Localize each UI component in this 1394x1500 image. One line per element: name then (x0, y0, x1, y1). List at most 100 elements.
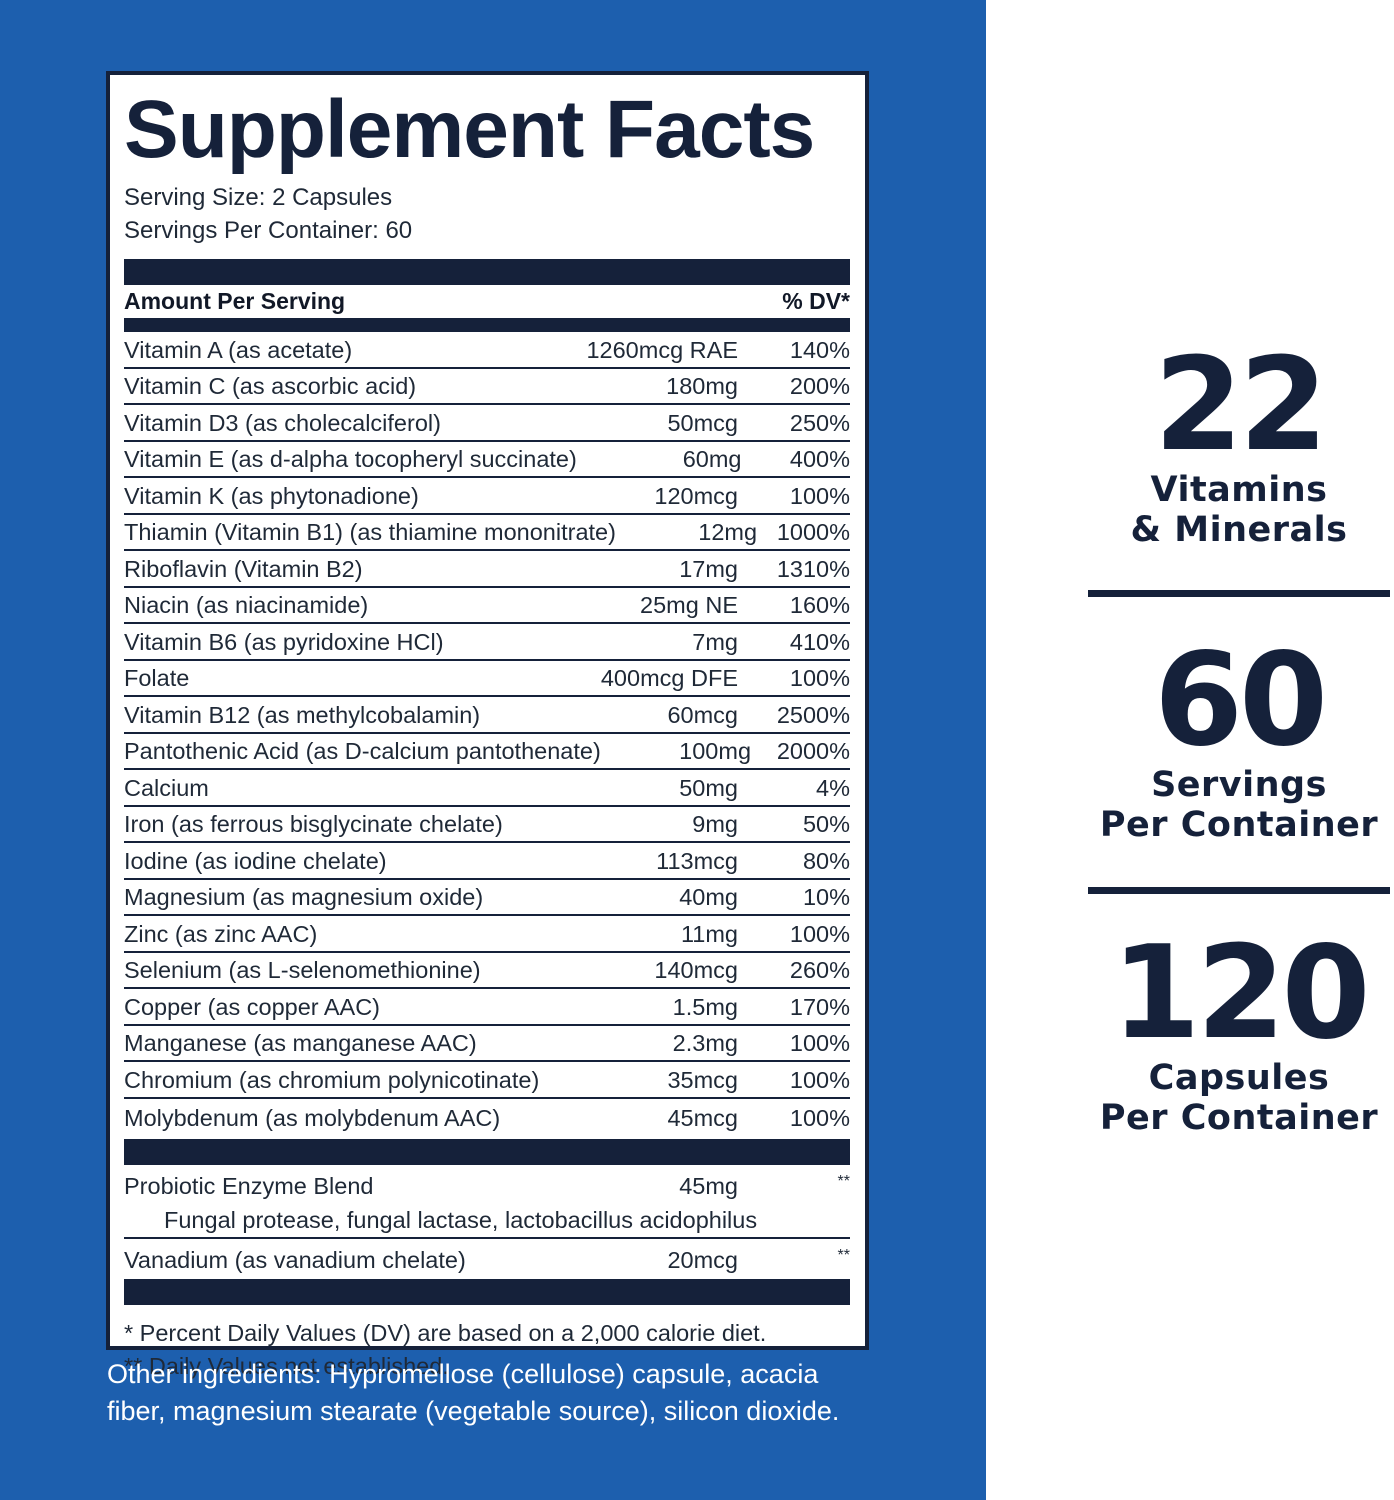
vanadium-dv: ** (837, 1247, 850, 1264)
nutrient-amount: 2.3mg (672, 1030, 738, 1056)
nutrient-dv: 250% (789, 409, 850, 436)
nutrient-amount: 50mcg (667, 409, 738, 436)
facts-header-row: Amount Per Serving % DV* (124, 285, 850, 318)
stat-label: Vitamins (1150, 470, 1328, 510)
vanadium-name: Vanadium (as vanadium chelate) (124, 1247, 466, 1273)
divider-bar (124, 1279, 850, 1305)
nutrient-dv: 1000% (776, 519, 850, 545)
nutrient-dv: 260% (789, 957, 850, 983)
nutrient-row: Copper (as copper AAC) 1.5mg 170% (124, 989, 850, 1026)
nutrient-name: Niacin (as niacinamide) (124, 592, 369, 618)
nutrient-amount: 45mcg (667, 1105, 738, 1131)
nutrient-amount: 1260mcg RAE (586, 336, 738, 363)
stat-label: Per Container (1099, 805, 1379, 845)
nutrient-row: Molybdenum (as molybdenum AAC) 45mcg 100% (124, 1099, 850, 1136)
nutrient-name: Manganese (as manganese AAC) (124, 1030, 477, 1056)
other-ingredients-line: fiber, magnesium stearate (vegetable sou… (107, 1396, 840, 1426)
nutrient-row: Selenium (as L-selenomethionine) 140mcg 26… (124, 953, 850, 989)
nutrient-name: Vitamin K (as phytonadione) (124, 482, 419, 509)
nutrient-row: Vitamin K (as phytonadione) 120mcg 100% (124, 478, 850, 515)
stats-column: 22 Vitamins & Minerals 60 Servings Per C… (1088, 340, 1390, 1138)
nutrient-name: Vitamin A (as acetate) (124, 336, 353, 363)
nutrient-list: Vitamin A (as acetate) 1260mcg RAE 140% Vi… (124, 332, 850, 1135)
servings-per-container: Servings Per Container: 60 (124, 217, 413, 244)
divider-bar (124, 318, 850, 332)
nutrient-name: Thiamin (Vitamin B1) (as thiamine mononi… (124, 519, 616, 545)
nutrient-name: Chromium (as chromium polynicotinate) (124, 1066, 540, 1093)
nutrient-amount: 35mcg (667, 1066, 738, 1093)
nutrient-row: Vitamin E (as d-alpha tocopheryl succina… (124, 442, 850, 478)
nutrient-row: Zinc (as zinc AAC) 11mg 100% (124, 916, 850, 953)
nutrient-amount: 17mg (679, 555, 738, 582)
nutrient-name: Selenium (as L-selenomethionine) (124, 957, 481, 983)
nutrient-row: Folate 400mcg DFE 100% (124, 661, 850, 697)
nutrient-name: Vitamin D3 (as cholecalciferol) (124, 409, 441, 436)
serving-size: Serving Size: 2 Capsules (124, 184, 393, 211)
nutrient-amount: 60mg (682, 446, 742, 472)
nutrient-name: Zinc (as zinc AAC) (124, 920, 318, 947)
other-ingredients-line: Other ingredients: Hypromellose (cellulo… (107, 1359, 819, 1389)
nutrient-amount: 11mg (680, 920, 738, 947)
nutrient-name: Riboflavin (Vitamin B2) (124, 555, 363, 582)
nutrient-dv: 2000% (776, 738, 850, 764)
nutrient-row: Vitamin D3 (as cholecalciferol) 50mcg 250% (124, 405, 850, 442)
nutrient-dv: 160% (789, 592, 850, 618)
divider-bar (124, 1139, 850, 1165)
nutrient-dv: 10% (802, 884, 850, 910)
nutrient-name: Copper (as copper AAC) (124, 993, 381, 1020)
footnote-not-established: ** Daily Values not established. (124, 1353, 449, 1379)
nutrient-dv: 400% (789, 446, 850, 472)
stat-servings: 60 Servings Per Container (1088, 597, 1390, 887)
nutrient-name: Magnesium (as magnesium oxide) (124, 884, 484, 910)
nutrient-name: Pantothenic Acid (as D-calcium pantothen… (124, 738, 601, 764)
stat-number: 22 (1153, 331, 1328, 480)
nutrient-amount: 113mcg (656, 847, 738, 874)
stat-number: 60 (1153, 626, 1328, 775)
header-daily-value: % DV* (782, 288, 850, 314)
nutrient-dv: 100% (789, 665, 850, 691)
nutrient-name: Iodine (as iodine chelate) (124, 847, 387, 874)
nutrient-dv: 80% (802, 847, 850, 874)
nutrient-name: Vitamin B12 (as methylcobalamin) (124, 701, 481, 728)
nutrient-dv: 100% (789, 1066, 850, 1093)
nutrient-dv: 50% (802, 811, 850, 837)
nutrient-amount: 140mcg (654, 957, 738, 983)
nutrient-row: Vitamin A (as acetate) 1260mcg RAE 140% (124, 332, 850, 369)
stat-vitamins-minerals: 22 Vitamins & Minerals (1088, 340, 1390, 590)
blend-amount: 45mg (679, 1173, 738, 1199)
nutrient-dv: 4% (816, 774, 850, 801)
nutrient-name: Molybdenum (as molybdenum AAC) (124, 1105, 501, 1131)
nutrient-amount: 7mg (692, 628, 738, 655)
nutrient-dv: 2500% (776, 701, 850, 728)
facts-title: Supplement Facts (124, 84, 815, 175)
footnotes: * Percent Daily Values (DV) are based on… (124, 1317, 850, 1383)
nutrient-amount: 1.5mg (672, 993, 738, 1020)
nutrient-amount: 400mcg DFE (600, 665, 738, 691)
nutrient-row: Manganese (as manganese AAC) 2.3mg 100% (124, 1026, 850, 1062)
nutrient-dv: 410% (789, 628, 850, 655)
nutrient-name: Folate (124, 665, 190, 691)
supplement-facts-panel: Supplement Facts Serving Size: 2 Capsule… (106, 71, 869, 1379)
nutrient-name: Calcium (124, 774, 209, 801)
nutrient-name: Iron (as ferrous bisglycinate chelate) (124, 811, 503, 837)
nutrient-row: Thiamin (Vitamin B1) (as thiamine mononi… (124, 515, 850, 551)
nutrient-amount: 120mcg (654, 482, 738, 509)
nutrient-name: Vitamin C (as ascorbic acid) (124, 373, 417, 399)
nutrient-row: Vitamin B6 (as pyridoxine HCl) 7mg 410% (124, 624, 850, 661)
stat-number: 120 (1111, 919, 1370, 1068)
nutrient-row: Calcium 50mg 4% (124, 770, 850, 807)
nutrient-name: Vitamin B6 (as pyridoxine HCl) (124, 628, 444, 655)
nutrient-row: Chromium (as chromium polynicotinate) 35m… (124, 1062, 850, 1099)
nutrient-amount: 40mg (679, 884, 738, 910)
nutrient-dv: 100% (789, 1105, 850, 1131)
stat-label: Capsules (1148, 1058, 1330, 1098)
nutrient-dv: 100% (789, 920, 850, 947)
nutrient-dv: 140% (789, 336, 850, 363)
stat-divider (1088, 590, 1390, 597)
blend-dv: ** (837, 1173, 850, 1190)
nutrient-row: Vitamin C (as ascorbic acid) 180mg 200% (124, 369, 850, 405)
footnote-dv: * Percent Daily Values (DV) are based on… (124, 1320, 767, 1346)
divider-bar (124, 259, 850, 285)
other-ingredients: Other ingredients: Hypromellose (cellulo… (107, 1356, 907, 1430)
stat-capsules: 120 Capsules Per Container (1088, 894, 1390, 1139)
